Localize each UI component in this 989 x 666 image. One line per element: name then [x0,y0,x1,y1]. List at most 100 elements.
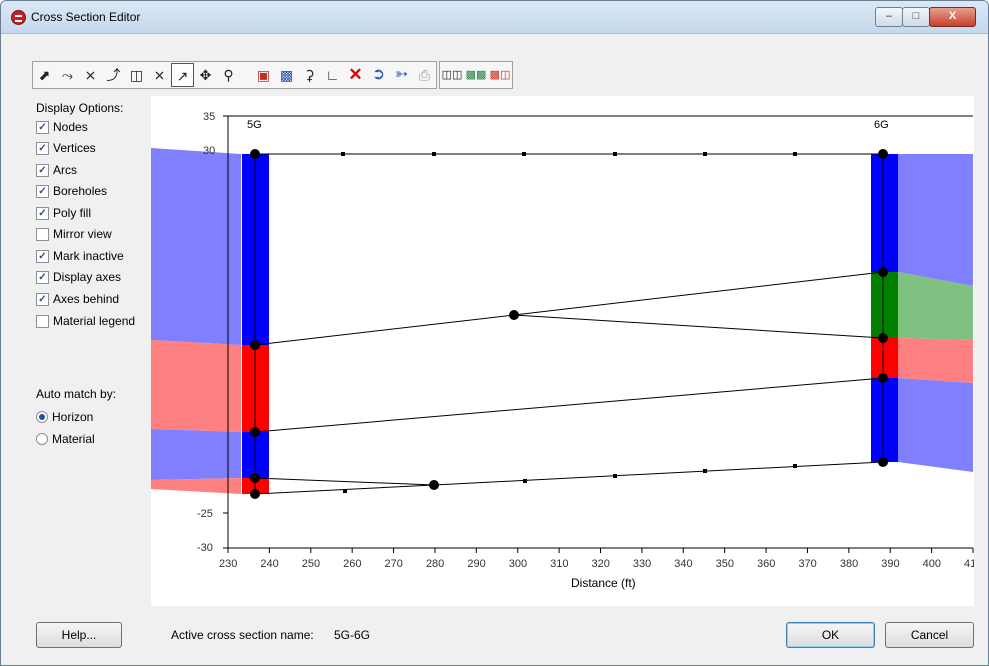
right-layer-bottom [898,378,973,472]
option-display-axes[interactable]: ✓ Display axes [36,269,121,285]
layers-c-icon[interactable]: ▩◫ [489,69,511,81]
node-group [250,149,888,499]
ok-button[interactable]: OK [786,622,875,648]
option-nodes[interactable]: ✓ Nodes [36,119,88,135]
window-title: Cross Section Editor [31,10,141,24]
app-icon [11,10,26,25]
insert-vertex-icon[interactable]: ⤴ [106,67,121,83]
vertex[interactable] [793,464,797,468]
option-label: Mirror view [53,227,112,241]
x-tick-label: 410 [964,558,974,570]
option-axes-behind[interactable]: ✓ Axes behind [36,291,119,307]
axes-icon[interactable]: ∟ [325,67,340,83]
borehole-6g-red[interactable] [871,338,898,378]
option-vertices[interactable]: ✓ Vertices [36,140,96,156]
select-polygon-icon[interactable]: ◫ [129,67,144,83]
color-fill-icon[interactable]: ▩ [279,67,294,83]
option-boreholes[interactable]: ✓ Boreholes [36,183,107,199]
help-button[interactable]: Help... [36,622,122,648]
forward-icon[interactable]: ➳ [394,66,409,83]
radio-selected-icon[interactable] [36,411,48,423]
checkbox-icon[interactable]: ✓ [36,184,49,198]
toolbar-spacer [240,63,252,87]
arc-middle[interactable] [254,377,884,433]
checkbox-icon[interactable]: ✓ [36,249,49,263]
option-mark-inactive[interactable]: ✓ Mark inactive [36,248,124,264]
left-layer-red [151,340,241,432]
arc-upper-green[interactable] [513,271,884,316]
option-label: Arcs [53,163,77,177]
node[interactable] [250,489,260,499]
x-tick-label: 330 [633,558,651,570]
option-mirror-view[interactable]: Mirror view [36,226,112,242]
borehole-6g-blue-top[interactable] [871,154,898,272]
layers-a-icon[interactable]: ◫◫ [441,69,463,81]
pan-icon[interactable]: ✥ [199,67,212,83]
option-material-legend[interactable]: Material legend [36,313,135,329]
minimize-button[interactable]: – [875,7,903,27]
option-arcs[interactable]: ✓ Arcs [36,162,77,178]
close-button[interactable]: X [929,7,976,27]
radio-material[interactable]: Material [36,431,95,447]
node[interactable] [878,267,888,277]
vertex[interactable] [522,152,526,156]
maximize-button[interactable]: □ [902,7,930,27]
checkbox-icon[interactable]: ✓ [36,270,49,284]
option-label: Vertices [53,141,96,155]
checkbox-icon[interactable] [36,227,49,241]
borehole-6g-blue-bottom[interactable] [871,378,898,462]
node[interactable] [429,480,439,490]
checkbox-icon[interactable]: ✓ [36,141,49,155]
node[interactable] [250,473,260,483]
node[interactable] [250,340,260,350]
checkbox-icon[interactable]: ✓ [36,292,49,306]
vertex[interactable] [341,152,345,156]
vertex[interactable] [343,489,347,493]
node[interactable] [878,457,888,467]
node[interactable] [878,373,888,383]
borehole-6g-green[interactable] [871,272,898,338]
back-icon[interactable]: ➲ [371,66,386,83]
radio-icon[interactable] [36,433,48,445]
vertex[interactable] [432,152,436,156]
left-layer-bottom [151,478,241,494]
delete-icon[interactable]: ✕ [348,65,363,84]
right-layer-red [898,338,973,383]
zoom-icon[interactable]: ⚲ [223,67,234,83]
vertex[interactable] [793,152,797,156]
y-tick-30: 30 [203,145,215,157]
node[interactable] [878,333,888,343]
checkbox-icon[interactable] [36,314,49,328]
select-arrow-icon[interactable]: ⬈ [38,67,51,83]
node[interactable] [250,427,260,437]
radio-horizon[interactable]: Horizon [36,409,93,425]
checkbox-icon[interactable]: ✓ [36,163,49,177]
node[interactable] [509,310,519,320]
delete-vertex-icon[interactable]: ⨯ [84,67,97,83]
create-arc-icon[interactable]: ↗ [171,63,194,87]
split-arc-icon[interactable]: ⨯ [153,67,166,83]
option-poly-fill[interactable]: ✓ Poly fill [36,205,91,221]
layers-b-icon[interactable]: ▩▩ [465,69,487,81]
x-tick-label: 370 [798,558,816,570]
checkbox-icon[interactable]: ✓ [36,206,49,220]
print-icon[interactable]: ⎙ [418,67,431,83]
x-tick-label: 230 [219,558,237,570]
checkbox-icon[interactable]: ✓ [36,120,49,134]
option-label: Poly fill [53,206,92,220]
cross-section-plot[interactable]: 230 240 250 260 270 280 290 300 310 320 330 340 350 3… [151,96,974,606]
x-tick-label: 380 [840,558,858,570]
select-vertex-icon[interactable]: ⤳ [61,67,74,83]
arc-lower-a[interactable] [254,477,435,486]
node[interactable] [878,149,888,159]
cancel-button[interactable]: Cancel [885,622,974,648]
node[interactable] [250,149,260,159]
vertex[interactable] [523,479,527,483]
zoom-z-icon[interactable]: ⚳ [304,67,315,83]
vertex[interactable] [703,469,707,473]
vertex[interactable] [613,152,617,156]
vertex[interactable] [703,152,707,156]
vertex[interactable] [613,474,617,478]
x-tick-label: 400 [923,558,941,570]
frame-icon[interactable]: ▣ [256,67,271,83]
